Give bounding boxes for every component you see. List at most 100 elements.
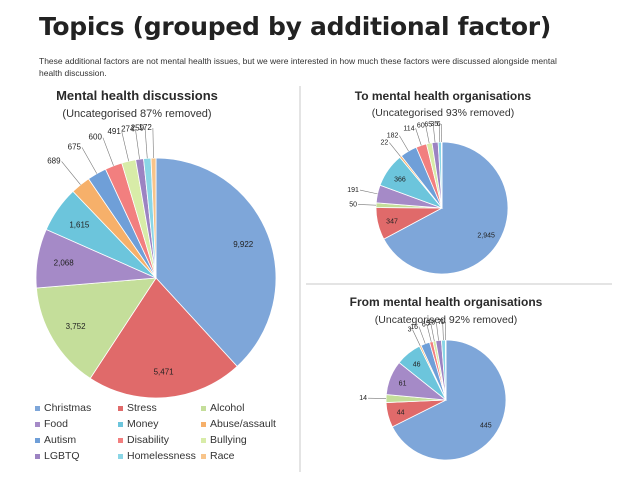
legend-label: Money bbox=[127, 418, 159, 430]
slice-label: 675 bbox=[68, 143, 82, 152]
slice-label: 6 bbox=[422, 321, 426, 328]
slice-label: 6 bbox=[437, 121, 441, 128]
legend-swatch bbox=[35, 421, 40, 427]
from-organisations-panel: From mental health organisations (Uncate… bbox=[310, 290, 610, 474]
legend-row: Christmas Stress Alcohol bbox=[35, 400, 285, 416]
legend-label: Abuse/assault bbox=[210, 418, 276, 430]
legend-swatch bbox=[118, 453, 123, 459]
legend-item-homelessness: Homelessness bbox=[118, 450, 201, 462]
from-organisations-chart: From mental health organisations (Uncate… bbox=[350, 295, 543, 461]
leader-line bbox=[432, 124, 436, 143]
legend-swatch bbox=[118, 421, 123, 427]
legend-swatch bbox=[201, 453, 206, 459]
legend-swatch bbox=[201, 437, 206, 443]
chart-subtitle: (Uncategorised 87% removed) bbox=[62, 108, 211, 120]
legend-label: Stress bbox=[127, 402, 157, 414]
legend-item-alcohol: Alcohol bbox=[201, 402, 284, 414]
slice-label: 9,922 bbox=[233, 240, 254, 249]
legend-label: Disability bbox=[127, 434, 170, 446]
legend-item-lgbtq: LGBTQ bbox=[35, 450, 118, 462]
chart-title: To mental health organisations bbox=[355, 89, 532, 103]
slice-label: 1,615 bbox=[69, 220, 90, 229]
legend-swatch bbox=[35, 437, 40, 443]
slice-label: 5,471 bbox=[154, 367, 175, 376]
slice-label: 50 bbox=[349, 201, 357, 208]
pie-slice bbox=[383, 141, 509, 275]
legend-swatch bbox=[201, 405, 206, 411]
slice-label: 114 bbox=[403, 125, 414, 132]
mental-health-discussions-chart: Mental health discussions (Uncategorised… bbox=[35, 88, 277, 399]
leader-line bbox=[358, 204, 377, 206]
slice-label: 35 bbox=[430, 121, 438, 128]
pie-slice bbox=[89, 277, 238, 399]
leader-line bbox=[430, 323, 435, 342]
page-subtitle: These additional factors are not mental … bbox=[39, 56, 557, 78]
to-organisations-panel: To mental health organisations (Uncatego… bbox=[310, 82, 610, 282]
slice-label: 44 bbox=[397, 410, 405, 417]
legend-label: LGBTQ bbox=[44, 450, 80, 462]
legend-swatch bbox=[118, 405, 123, 411]
slice-label: 65 bbox=[424, 121, 432, 128]
slice-label: 10 bbox=[428, 320, 436, 327]
slice-label: 46 bbox=[413, 362, 421, 369]
legend-label: Alcohol bbox=[210, 402, 245, 414]
pie-slice bbox=[155, 157, 277, 367]
pie-slice bbox=[391, 339, 507, 461]
leader-line bbox=[81, 147, 98, 174]
slice-label: 3,752 bbox=[66, 322, 87, 331]
pie-slice bbox=[35, 277, 157, 379]
legend-item-abuse-assault: Abuse/assault bbox=[201, 418, 284, 430]
chart-subtitle: (Uncategorised 92% removed) bbox=[375, 314, 517, 326]
panel-divider-horizontal bbox=[306, 283, 612, 285]
to-organisations-chart: To mental health organisations (Uncatego… bbox=[347, 89, 532, 275]
slice-label: 366 bbox=[394, 176, 406, 183]
page-title: Topics (grouped by additional factor) bbox=[39, 12, 551, 41]
legend-row: Autism Disability Bullying bbox=[35, 432, 285, 448]
legend-item-race: Race bbox=[201, 450, 284, 462]
chart-title: Mental health discussions bbox=[56, 88, 218, 103]
leader-line bbox=[425, 125, 430, 144]
legend-item-bullying: Bullying bbox=[201, 434, 284, 446]
slice-label: 60 bbox=[417, 123, 425, 130]
chart-subtitle: (Uncategorised 93% removed) bbox=[372, 107, 514, 119]
leader-line bbox=[415, 128, 422, 146]
leader-line bbox=[121, 131, 129, 162]
legend-item-disability: Disability bbox=[118, 434, 201, 446]
legend-row: Food Money Abuse/assault bbox=[35, 416, 285, 432]
leader-line bbox=[359, 189, 378, 195]
legend-swatch bbox=[118, 437, 123, 443]
legend-item-money: Money bbox=[118, 418, 201, 430]
legend-label: Christmas bbox=[44, 402, 92, 414]
slice-label: 61 bbox=[399, 381, 407, 388]
slice-label: 600 bbox=[89, 133, 103, 142]
legend-item-autism: Autism bbox=[35, 434, 118, 446]
pie-slice bbox=[441, 141, 443, 209]
slice-label: 274 bbox=[121, 124, 135, 133]
slice-label: 5 bbox=[426, 320, 430, 327]
legend-label: Homelessness bbox=[127, 450, 196, 462]
leader-line bbox=[438, 124, 441, 143]
leader-line bbox=[135, 129, 140, 160]
legend-swatch bbox=[35, 453, 40, 459]
slice-label: 2,945 bbox=[477, 232, 495, 239]
leader-line bbox=[144, 128, 148, 159]
panel-divider-vertical bbox=[299, 86, 301, 472]
slice-label: 7 bbox=[438, 319, 442, 326]
mental-health-discussions-panel: Mental health discussions (Uncategorised… bbox=[31, 82, 287, 474]
slice-label: 191 bbox=[347, 187, 359, 194]
legend-item-stress: Stress bbox=[118, 402, 201, 414]
slice-label: 347 bbox=[386, 218, 398, 225]
leader-line bbox=[412, 329, 421, 346]
legend-label: Bullying bbox=[210, 434, 247, 446]
leader-line bbox=[442, 322, 444, 341]
slice-label: 491 bbox=[107, 127, 121, 136]
leader-line bbox=[61, 161, 81, 185]
slice-label: 689 bbox=[47, 156, 61, 165]
slice-label: 445 bbox=[480, 423, 492, 430]
chart-title: From mental health organisations bbox=[350, 295, 543, 309]
legend-item-food: Food bbox=[35, 418, 118, 430]
leader-line bbox=[426, 324, 432, 342]
slice-label: 16 bbox=[410, 324, 418, 331]
legend-label: Race bbox=[210, 450, 235, 462]
leader-line bbox=[418, 326, 426, 344]
